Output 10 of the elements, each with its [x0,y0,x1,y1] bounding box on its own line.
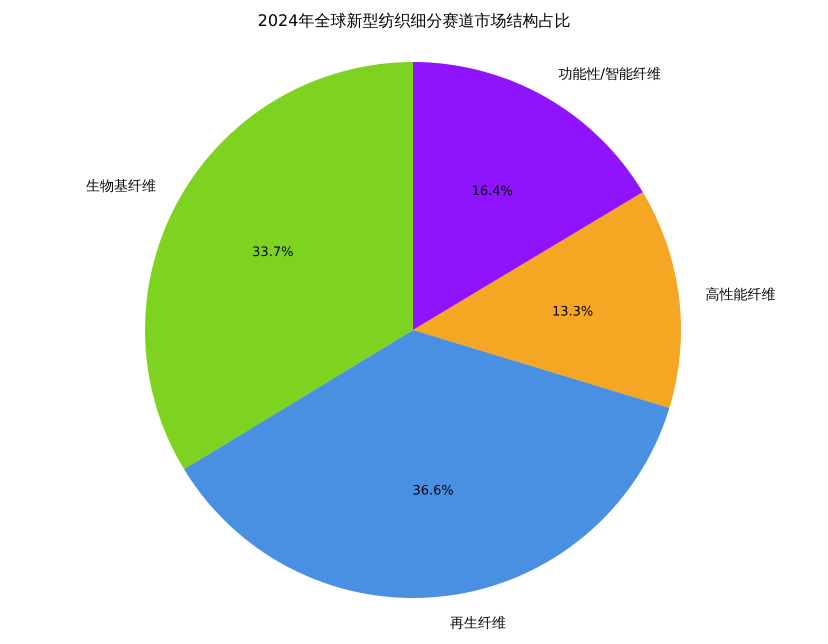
slice-label: 高性能纤维 [706,286,776,303]
data-label: 36.6% [412,484,454,499]
slice-label: 功能性/智能纤维 [558,66,661,82]
slice-label: 再生纤维 [450,615,506,632]
data-label: 13.3% [552,304,594,320]
pie-slice [184,330,670,598]
data-label: 16.4% [472,184,513,200]
data-label: 33.7% [252,245,294,260]
chart-title: 2024年全球新型纺织细分赛道市场结构占比 [258,11,570,30]
slice-label: 生物基纤维 [86,178,156,195]
